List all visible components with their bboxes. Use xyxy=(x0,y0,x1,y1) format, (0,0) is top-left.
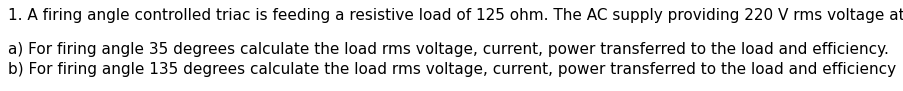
Text: a) For firing angle 35 degrees calculate the load rms voltage, current, power tr: a) For firing angle 35 degrees calculate… xyxy=(8,42,888,57)
Text: 1. A firing angle controlled triac is feeding a resistive load of 125 ohm. The A: 1. A firing angle controlled triac is fe… xyxy=(8,8,903,23)
Text: b) For firing angle 135 degrees calculate the load rms voltage, current, power t: b) For firing angle 135 degrees calculat… xyxy=(8,62,895,77)
